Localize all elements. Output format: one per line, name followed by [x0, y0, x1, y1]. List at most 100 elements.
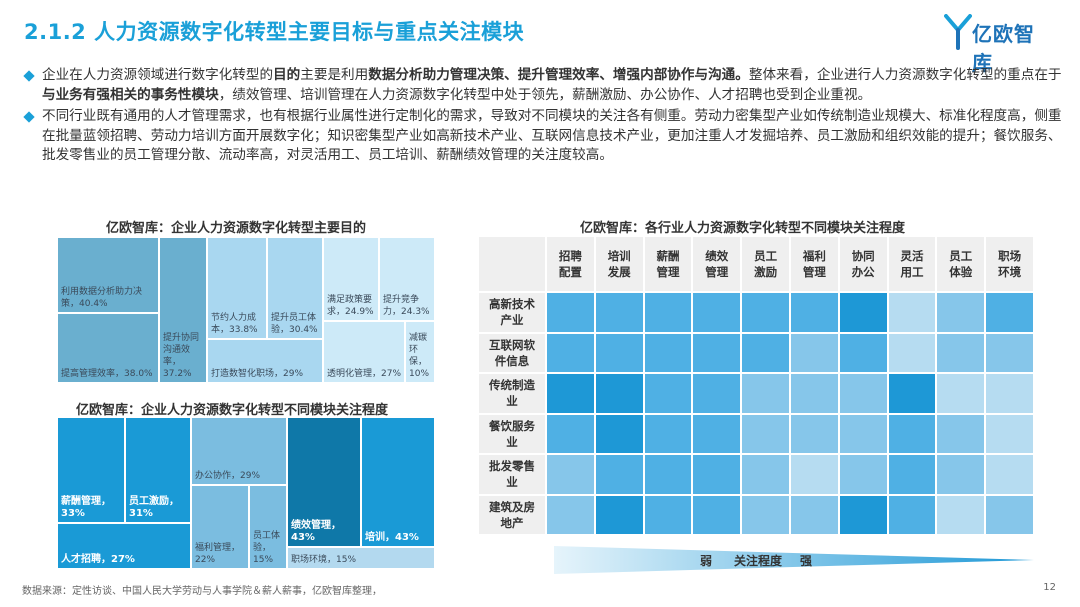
treemap-cell: 满足政策要求，24.9%: [324, 238, 378, 320]
treemap-purpose-title: 亿欧智库：企业人力资源数字化转型主要目的: [106, 221, 367, 236]
treemap-cell: 打造数智化职场，29%: [208, 340, 322, 382]
heatmap-row-header: 高新技术产业: [478, 292, 546, 333]
treemap-cell-label: 提升员工体验，30.4%: [271, 313, 318, 335]
heatmap-cell: [790, 494, 839, 535]
heatmap-cell: [936, 413, 986, 454]
heatmap-cell: [838, 373, 888, 414]
heatmap-cell: [887, 292, 937, 333]
heatmap-col-header: 灵活用工: [887, 236, 937, 292]
heatmap-cell: [887, 454, 937, 495]
treemap-cell-label: 人才招聘，27%: [61, 554, 135, 565]
heatmap-col-header: 协同办公: [838, 236, 888, 292]
bullet-part: ，绩效管理、培训管理在人力资源数字化转型中处于领先，薪酬激励、办公协作、人才招聘…: [218, 86, 872, 103]
treemap-cell: 提高管理效率，38.0%: [58, 314, 158, 382]
heatmap-cell: [936, 454, 986, 495]
heatmap-cell: [790, 292, 839, 333]
source-note: 数据来源：定性访谈、中国人民大学劳动与人事学院＆薪人薪事，亿欧智库整理，: [22, 586, 382, 597]
legend-gradient-bar: [554, 546, 1034, 574]
treemap-cell-label: 利用数据分析助力决策，40.4%: [61, 287, 143, 309]
heatmap-cell: [741, 454, 790, 495]
treemap-cell: 透明化管理，27%: [324, 322, 404, 382]
logo-text: 亿欧智库: [972, 22, 1035, 75]
heatmap-row-header: 建筑及房地产: [478, 494, 546, 535]
treemap-cell-label: 福利管理，22%: [195, 543, 241, 565]
bullet-part: 企业在人力资源领域进行数字化转型的: [42, 67, 274, 83]
heatmap-cell: [692, 373, 742, 414]
heatmap-cell: [594, 413, 644, 454]
heatmap-row-header: 餐饮服务业: [478, 413, 546, 454]
heatmap-cell: [790, 413, 839, 454]
heatmap-cell: [643, 373, 693, 414]
treemap-cell: 职场环境，15%: [288, 548, 434, 568]
heatmap-cell: [546, 413, 595, 454]
treemap-modules-title: 亿欧智库：企业人力资源数字化转型不同模块关注程度: [76, 403, 389, 418]
treemap-cell: 员工激励，31%: [126, 418, 190, 522]
heatmap-cell: [985, 332, 1034, 373]
logo-icon: [944, 14, 972, 50]
heatmap-cell: [887, 332, 937, 373]
treemap-cell: 节约人力成本，33.8%: [208, 238, 266, 338]
heatmap-cell: [985, 373, 1034, 414]
heatmap-cell: [643, 292, 693, 333]
heatmap-cell: [643, 454, 693, 495]
bullet-item: 不同行业既有通用的人才管理需求，也有根据行业属性进行定制化的需求，导致对不同模块…: [22, 107, 1062, 166]
heatmap-title: 亿欧智库：各行业人力资源数字化转型不同模块关注程度: [580, 221, 906, 236]
legend-label: 关注程度: [734, 554, 783, 568]
treemap-cell: 员工体验，15%: [250, 486, 286, 568]
treemap-cell-label: 员工体验，15%: [253, 531, 281, 565]
heatmap-cell: [741, 413, 790, 454]
heatmap-cell: [887, 494, 937, 535]
treemap-cell-label: 薪酬管理，33%: [61, 496, 111, 519]
treemap-cell-label: 绩效管理，43%: [291, 520, 341, 543]
treemap-cell-label: 透明化管理，27%: [327, 369, 402, 379]
heatmap-col-header: 福利管理: [790, 236, 839, 292]
treemap-cell: 福利管理，22%: [192, 486, 248, 568]
heatmap-cell: [692, 454, 742, 495]
heatmap-cell: [643, 332, 693, 373]
bullet-part: 主要是利用: [300, 67, 369, 83]
bullet-part: 整体来看，企业进行人力资源数字化转型的重点在于: [748, 67, 1062, 83]
heatmap-cell: [985, 292, 1034, 333]
heatmap-cell: [546, 332, 595, 373]
heatmap-cell: [838, 494, 888, 535]
bullet-part-bold: 数据分析助力管理决策、提升管理效率、增强内部协作与沟通。: [368, 67, 749, 83]
heatmap-cell: [790, 454, 839, 495]
treemap-cell: 提升协同沟通效率，37.2%: [160, 238, 206, 382]
bullet-list: 企业在人力资源领域进行数字化转型的目的主要是利用数据分析助力管理决策、提升管理效…: [22, 66, 1062, 168]
heatmap-col-header: 培训发展: [594, 236, 644, 292]
heatmap-cell: [692, 292, 742, 333]
heatmap-cell: [741, 373, 790, 414]
heatmap-cell: [790, 373, 839, 414]
bullet-item: 企业在人力资源领域进行数字化转型的目的主要是利用数据分析助力管理决策、提升管理效…: [22, 66, 1062, 105]
heatmap-cell: [546, 494, 595, 535]
treemap-cell-label: 办公协作，29%: [195, 471, 261, 481]
treemap-modules: 薪酬管理，33% 员工激励，31% 人才招聘，27% 办公协作，29% 福利管理，22%…: [58, 418, 436, 570]
heatmap-cell: [790, 332, 839, 373]
heatmap-cell: [838, 454, 888, 495]
brand-logo: 亿欧智库: [944, 14, 1054, 75]
heatmap-cell: [692, 494, 742, 535]
treemap-cell-label: 职场环境，15%: [291, 555, 357, 565]
heatmap-col-header: 职场环境: [985, 236, 1034, 292]
heatmap-cell: [643, 494, 693, 535]
treemap-cell-label: 培训，43%: [365, 532, 419, 543]
legend-low: 弱: [700, 554, 713, 568]
heatmap-cell: [546, 292, 595, 333]
treemap-cell: 利用数据分析助力决策，40.4%: [58, 238, 158, 312]
heatmap-row-header: 批发零售业: [478, 454, 546, 495]
heatmap-cell: [594, 332, 644, 373]
heatmap-cell: [594, 454, 644, 495]
heatmap-cell: [692, 332, 742, 373]
treemap-cell-label: 节约人力成本，33.8%: [211, 313, 258, 335]
treemap-cell-label: 提高管理效率，38.0%: [61, 369, 153, 379]
treemap-cell: 办公协作，29%: [192, 418, 286, 484]
heatmap-col-header: 员工激励: [741, 236, 790, 292]
heatmap-cell: [594, 292, 644, 333]
heatmap-cell: [741, 292, 790, 333]
treemap-cell-label: 满足政策要求，24.9%: [327, 295, 374, 317]
heatmap-corner: [478, 236, 546, 292]
heatmap-cell: [985, 494, 1034, 535]
heatmap-cell: [838, 332, 888, 373]
treemap-cell: 培训，43%: [362, 418, 434, 546]
treemap-cell-label: 打造数智化职场，29%: [211, 369, 304, 379]
